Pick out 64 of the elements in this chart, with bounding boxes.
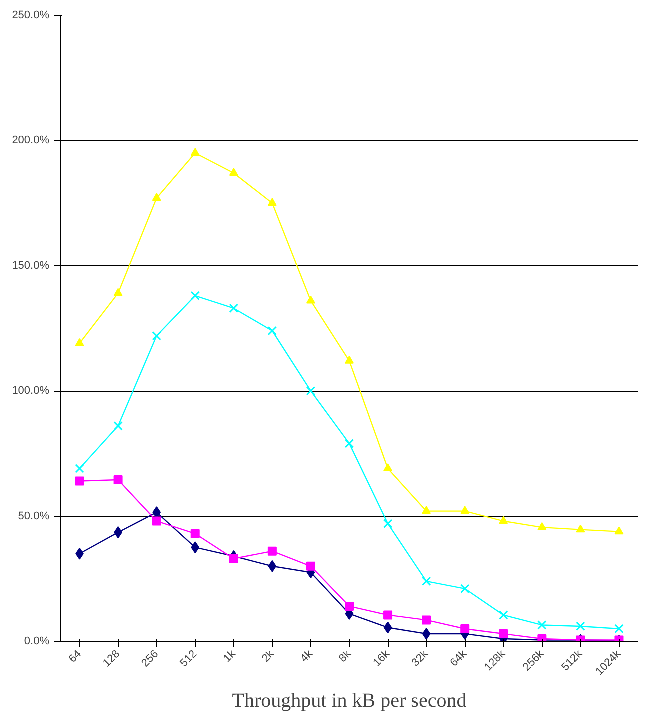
point — [384, 622, 392, 634]
point — [499, 629, 508, 638]
point — [75, 476, 84, 486]
point — [422, 628, 431, 640]
point — [268, 546, 277, 556]
point — [538, 620, 547, 630]
point — [576, 622, 586, 632]
point — [460, 624, 470, 634]
x-tick-label: 32k — [410, 648, 432, 670]
point — [383, 519, 393, 528]
point — [191, 542, 200, 554]
point — [306, 386, 316, 396]
point — [499, 516, 508, 524]
point — [460, 506, 470, 514]
x-tick-label: 64 — [66, 648, 84, 666]
point — [114, 475, 123, 484]
x-tick-label: 16k — [371, 648, 393, 670]
point — [538, 522, 547, 530]
point — [75, 338, 84, 346]
point — [345, 602, 354, 611]
x-tick-label: 4k — [298, 648, 316, 665]
point — [152, 331, 162, 341]
point — [152, 516, 162, 526]
point — [75, 464, 84, 474]
point — [614, 624, 624, 634]
point — [268, 198, 277, 206]
point — [268, 560, 277, 572]
point — [268, 326, 278, 336]
point — [114, 288, 123, 296]
point — [345, 356, 354, 364]
point — [229, 554, 238, 564]
point — [229, 304, 239, 314]
x-tick-label: 128 — [101, 648, 123, 670]
point — [190, 291, 200, 301]
point — [384, 610, 393, 620]
point — [422, 616, 432, 625]
point — [190, 529, 200, 538]
point — [498, 610, 508, 620]
x-tick-label: 2k — [260, 648, 278, 665]
y-tick-label: 0.0% — [24, 636, 50, 648]
point — [460, 584, 470, 594]
y-tick-label: 100.0% — [12, 385, 50, 398]
y-tick-label: 50.0% — [18, 510, 50, 522]
point — [422, 576, 432, 586]
point — [190, 148, 200, 156]
x-tick-label: 256 — [140, 648, 162, 670]
point — [384, 464, 393, 472]
point — [306, 296, 316, 304]
point — [576, 524, 586, 533]
x-tick-label: 64k — [448, 648, 470, 670]
x-tick-label: 512 — [178, 648, 200, 670]
x-tick-label: 1k — [221, 648, 238, 665]
x-axis-title: Throughput in kB per second — [232, 690, 467, 712]
point — [152, 193, 162, 202]
point — [614, 526, 624, 535]
y-tick-label: 250.0% — [12, 10, 50, 22]
point — [422, 506, 432, 514]
point — [229, 168, 238, 176]
point — [306, 562, 316, 571]
y-tick-label: 150.0% — [12, 260, 50, 272]
y-tick-label: 200.0% — [12, 134, 50, 147]
point — [344, 439, 354, 448]
point — [114, 422, 123, 431]
x-tick-label: 8k — [337, 648, 354, 665]
